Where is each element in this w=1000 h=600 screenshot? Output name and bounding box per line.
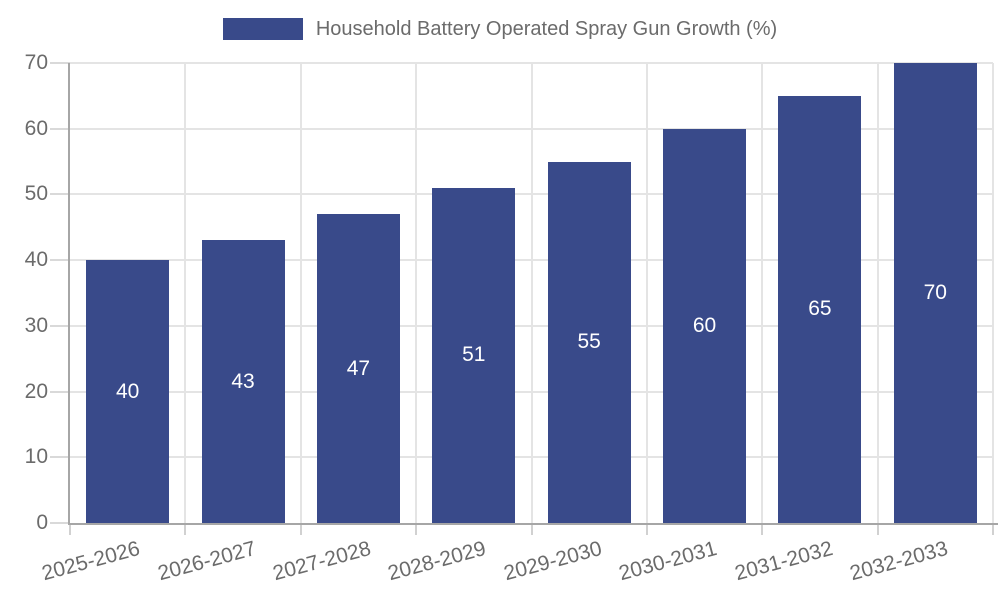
bar-value-label: 70 bbox=[923, 281, 947, 304]
bar-value-label: 40 bbox=[116, 379, 140, 403]
y-axis-tick-label: 0 bbox=[36, 511, 48, 534]
gridline-vertical bbox=[992, 63, 994, 523]
bar bbox=[778, 95, 862, 523]
gridline-vertical bbox=[645, 63, 648, 523]
x-axis-tick-label: 2029-2030 bbox=[501, 537, 605, 586]
bar bbox=[547, 161, 631, 523]
x-axis-tick-label: 2026-2027 bbox=[155, 537, 259, 586]
y-axis-spine bbox=[68, 63, 70, 523]
gridline-horizontal bbox=[70, 127, 993, 130]
y-axis-tick-mark bbox=[50, 259, 70, 262]
gridline-horizontal bbox=[70, 62, 993, 64]
y-axis-tick-label: 60 bbox=[24, 116, 48, 140]
gridline-horizontal bbox=[70, 456, 993, 459]
y-axis-tick-mark bbox=[50, 127, 70, 130]
x-axis-tick-label: 2032-2033 bbox=[847, 537, 951, 586]
legend-swatch bbox=[222, 18, 303, 40]
bar-value-label: 47 bbox=[346, 356, 371, 380]
bar bbox=[663, 128, 747, 523]
bar-value-label: 65 bbox=[808, 297, 832, 321]
bar-value-label: 60 bbox=[692, 313, 717, 337]
y-axis-tick-mark bbox=[50, 193, 70, 196]
x-axis-tick-mark bbox=[69, 523, 71, 535]
x-axis-tick-mark bbox=[299, 523, 302, 535]
gridline-horizontal bbox=[70, 324, 993, 327]
x-axis-tick-mark bbox=[184, 523, 187, 535]
y-axis-tick-label: 30 bbox=[24, 313, 48, 337]
legend-item[interactable]: Household Battery Operated Spray Gun Gro… bbox=[0, 14, 1000, 44]
x-axis-spine bbox=[68, 523, 998, 525]
y-axis-tick-label: 50 bbox=[24, 182, 48, 206]
bar bbox=[316, 214, 400, 523]
gridline-vertical bbox=[415, 63, 418, 523]
x-axis-tick-mark bbox=[761, 523, 764, 535]
x-axis-tick-label: 2025-2026 bbox=[39, 537, 143, 586]
y-axis-tick-label: 20 bbox=[24, 379, 48, 403]
x-axis-tick-label: 2027-2028 bbox=[270, 537, 374, 586]
y-axis-tick-mark bbox=[50, 456, 70, 459]
legend-label: Household Battery Operated Spray Gun Gro… bbox=[315, 17, 778, 40]
x-axis-tick-mark bbox=[415, 523, 418, 535]
x-axis-tick-label: 2030-2031 bbox=[616, 537, 720, 586]
gridline-vertical bbox=[876, 63, 879, 523]
y-axis-tick-mark bbox=[50, 390, 70, 393]
gridline-horizontal bbox=[70, 390, 993, 393]
x-axis-tick-mark bbox=[876, 523, 879, 535]
gridline-vertical bbox=[530, 63, 533, 523]
bar bbox=[893, 63, 977, 523]
bar-value-label: 43 bbox=[231, 369, 255, 393]
gridline-horizontal bbox=[70, 193, 993, 196]
y-axis-tick-mark bbox=[50, 522, 70, 524]
gridline-vertical bbox=[184, 63, 187, 523]
x-axis-tick-label: 2031-2032 bbox=[731, 537, 835, 586]
gridline-vertical bbox=[299, 63, 302, 523]
x-axis-tick-mark bbox=[645, 523, 648, 535]
x-axis-tick-label: 2028-2029 bbox=[385, 537, 489, 586]
bar-value-label: 55 bbox=[577, 330, 601, 354]
y-axis-tick-mark bbox=[50, 62, 70, 64]
gridline-horizontal bbox=[70, 259, 993, 262]
bar bbox=[201, 240, 285, 523]
y-axis-tick-label: 40 bbox=[24, 248, 48, 272]
y-axis-tick-label: 70 bbox=[24, 51, 48, 74]
x-axis-tick-mark bbox=[992, 523, 994, 535]
x-axis-tick-mark bbox=[530, 523, 533, 535]
y-axis-tick-label: 10 bbox=[24, 445, 48, 469]
bar-value-label: 51 bbox=[462, 343, 486, 367]
y-axis-tick-mark bbox=[50, 324, 70, 327]
bar bbox=[86, 260, 170, 523]
gridline-vertical bbox=[761, 63, 764, 523]
bar bbox=[432, 187, 516, 523]
